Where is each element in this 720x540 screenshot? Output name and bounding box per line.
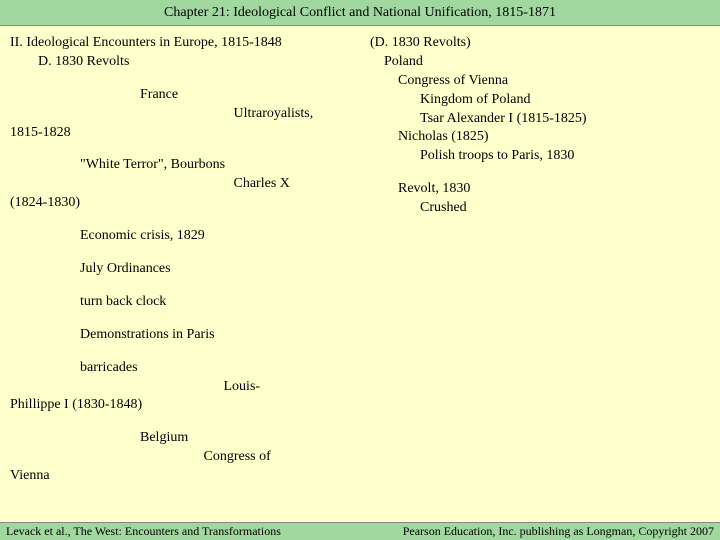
outline-item: Belgium — [140, 429, 350, 448]
outline-item: Economic crisis, 1829 — [80, 227, 350, 246]
outline-item: Polish troops to Paris, 1830 — [420, 147, 710, 166]
outline-item: Revolt, 1830 — [398, 180, 710, 199]
footer-citation-left: Levack et al., The West: Encounters and … — [0, 524, 403, 539]
outline-item: France — [140, 86, 350, 105]
slide-body: II. Ideological Encounters in Europe, 18… — [0, 26, 720, 522]
outline-item: "White Terror", Bourbons — [80, 156, 350, 175]
chapter-title: Chapter 21: Ideological Conflict and Nat… — [164, 5, 556, 21]
outline-section-heading: II. Ideological Encounters in Europe, 18… — [10, 34, 350, 53]
outline-item: Ultraroyalists, — [234, 106, 314, 121]
outline-item: Vienna — [10, 467, 350, 486]
outline-item: Tsar Alexander I (1815-1825) — [420, 110, 710, 129]
slide-header: Chapter 21: Ideological Conflict and Nat… — [0, 0, 720, 26]
outline-item: Crushed — [420, 199, 710, 218]
left-column: II. Ideological Encounters in Europe, 18… — [0, 26, 360, 522]
outline-item: Louis- — [224, 379, 261, 394]
outline-item: Poland — [384, 53, 710, 72]
outline-item: (1824-1830) — [10, 194, 350, 213]
outline-item: barricades — [80, 359, 350, 378]
outline-item: Kingdom of Poland — [420, 91, 710, 110]
outline-item: July Ordinances — [80, 260, 350, 279]
right-column: (D. 1830 Revolts) Poland Congress of Vie… — [360, 26, 720, 522]
footer-citation-right: Pearson Education, Inc. publishing as Lo… — [403, 524, 720, 539]
outline-item: Phillippe I (1830-1848) — [10, 396, 350, 415]
outline-item: Demonstrations in Paris — [80, 326, 350, 345]
slide-footer: Levack et al., The West: Encounters and … — [0, 522, 720, 540]
outline-item: Congress of — [204, 449, 271, 464]
outline-item: Congress of Vienna — [398, 72, 710, 91]
outline-item: Charles X — [234, 176, 290, 191]
outline-item: (D. 1830 Revolts) — [370, 34, 710, 53]
outline-item: turn back clock — [80, 293, 350, 312]
outline-item: 1815-1828 — [10, 124, 350, 143]
outline-item: Nicholas (1825) — [398, 128, 710, 147]
outline-subheading: D. 1830 Revolts — [38, 53, 350, 72]
